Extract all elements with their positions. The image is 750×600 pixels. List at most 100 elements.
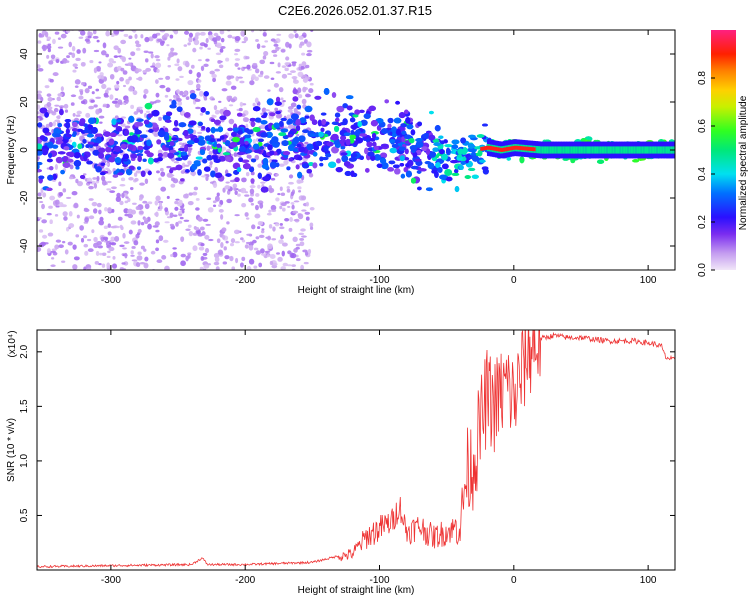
heatmap-noise-cell [198,90,204,97]
heatmap-noise-cell [178,142,183,146]
heatmap-band-cell [63,146,70,151]
heatmap-noise-cell [259,59,266,65]
heatmap-noise-cell [70,102,75,106]
heatmap-ribbon-cell [638,146,641,154]
heatmap-ribbon-cell [617,146,621,154]
heatmap-noise-cell [128,35,133,39]
heatmap-noise-cell [113,30,120,35]
heatmap-band-cell [632,159,640,163]
heatmap-noise-cell [221,227,227,233]
heatmap-noise-cell [106,188,112,191]
heatmap-noise-cell [112,255,116,260]
heatmap-noise-cell [159,30,166,33]
heatmap-noise-cell [84,250,89,256]
x-tick-label: -200 [235,575,255,586]
heatmap-noise-cell [255,193,260,197]
heatmap-noise-cell [68,211,73,217]
heatmap-band-cell [115,128,123,132]
heatmap-noise-cell [225,181,230,184]
heatmap-band-cell [399,162,405,167]
heatmap-noise-cell [76,180,83,187]
colorbar-gradient [711,30,736,270]
heatmap-band-cell [257,141,263,147]
heatmap-noise-cell [291,264,296,267]
heatmap-band-cell [259,146,264,150]
heatmap-noise-cell [264,271,267,274]
heatmap-noise-cell [119,224,123,229]
heatmap-band-cell [103,131,111,137]
heatmap-noise-cell [183,193,188,199]
heatmap-noise-cell [96,175,100,182]
heatmap-noise-cell [124,252,128,259]
heatmap-band-cell [333,125,340,132]
heatmap-band-cell [86,133,94,138]
heatmap-noise-cell [280,266,286,270]
heatmap-band-cell [388,160,396,165]
heatmap-noise-cell [234,36,241,42]
heatmap-band-cell [340,152,348,156]
heatmap-band-cell [203,166,211,172]
heatmap-noise-cell [47,43,52,46]
heatmap-peak-cell [508,146,512,151]
heatmap-noise-cell [170,271,174,277]
heatmap-noise-cell [135,170,142,174]
heatmap-ribbon-cell [657,146,661,154]
heatmap-noise-cell [135,262,141,268]
heatmap-ribbon-cell [575,146,579,154]
heatmap-noise-cell [271,262,278,266]
heatmap-ribbon-cell [667,146,670,154]
heatmap-band-cell [157,130,166,138]
heatmap-noise-cell [230,238,236,244]
heatmap-band-cell [274,101,282,106]
heatmap-noise-cell [277,193,281,196]
heatmap-noise-cell [280,49,286,53]
heatmap-noise-cell [130,220,137,225]
heatmap-band-cell [296,143,302,148]
heatmap-band-cell [405,163,410,168]
heatmap-noise-cell [136,77,142,81]
heatmap-band-cell [506,156,512,161]
heatmap-noise-cell [81,81,85,86]
heatmap-ribbon-cell [664,146,667,154]
heatmap-noise-cell [101,175,106,182]
heatmap-ribbon-cell [644,146,648,154]
heatmap-noise-cell [125,78,130,85]
heatmap-noise-cell [73,256,80,261]
heatmap-noise-cell [124,200,129,204]
heatmap-noise-cell [241,202,247,208]
heatmap-band-cell [441,153,448,161]
heatmap-noise-cell [129,85,134,91]
heatmap-band-cell [199,148,206,156]
heatmap-band-cell [280,128,289,133]
heatmap-band-cell [238,137,246,145]
heatmap-noise-cell [143,217,148,221]
heatmap-noise-cell [211,98,216,101]
heatmap-band-cell [252,143,260,151]
heatmap-peak-cell [522,146,526,151]
heatmap-band-cell [191,163,198,170]
heatmap-noise-cell [98,78,105,84]
heatmap-noise-cell [189,89,196,95]
heatmap-noise-cell [163,239,169,243]
heatmap-noise-cell [150,65,156,68]
heatmap-noise-cell [172,178,179,184]
heatmap-noise-cell [193,186,199,191]
heatmap-noise-cell [98,209,102,215]
heatmap-noise-cell [37,90,43,94]
heatmap-noise-cell [104,237,108,242]
heatmap-band-cell [237,151,245,155]
heatmap-noise-cell [213,261,220,266]
heatmap-band-cell [354,109,361,115]
heatmap-band-cell [311,119,318,126]
heatmap-band-cell [451,144,459,150]
heatmap-noise-cell [217,59,222,64]
heatmap-y-axis-label: Frequency (Hz) [6,116,17,185]
heatmap-band-cell [410,177,417,184]
heatmap-band-cell [288,157,293,162]
heatmap-noise-cell [248,244,254,251]
heatmap-noise-cell [155,247,159,252]
heatmap-band-cell [410,129,416,136]
heatmap-noise-cell [42,234,48,239]
heatmap-noise-cell [130,51,136,57]
heatmap-band-cell [365,168,370,173]
